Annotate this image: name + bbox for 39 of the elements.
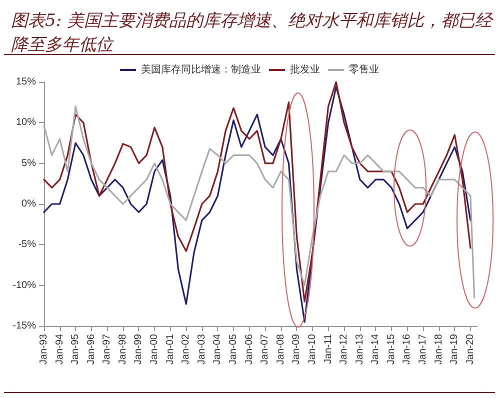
- x-tick-label: Jan-11: [322, 334, 334, 364]
- x-tick-label: Jan-04: [212, 334, 224, 365]
- y-tick-label: -10%: [12, 280, 36, 291]
- x-tick-label: Jan-17: [418, 334, 429, 365]
- x-tick-label: Jan-10: [307, 334, 318, 365]
- x-tick-label: Jan-07: [260, 334, 271, 365]
- x-tick-label: Jan-16: [402, 334, 413, 365]
- y-tick-label: 15%: [16, 76, 36, 88]
- y-tick-label: 0%: [22, 198, 36, 210]
- x-tick-label: Jan-99: [133, 334, 144, 365]
- x-tick-label: Jan-06: [244, 334, 255, 365]
- x-tick-label: Jan-00: [149, 334, 160, 365]
- legend-label: 零售业: [349, 64, 379, 76]
- x-tick-label: Jan-09: [291, 334, 302, 365]
- x-tick-label: Jan-96: [86, 334, 97, 365]
- y-tick-label: 5%: [22, 158, 36, 169]
- x-tick-label: Jan-15: [386, 334, 397, 365]
- x-tick-label: Jan-02: [180, 334, 192, 365]
- y-tick-label: -5%: [18, 239, 36, 250]
- x-tick-label: Jan-18: [433, 334, 444, 365]
- x-tick-label: Jan-01: [164, 334, 176, 365]
- x-tick-label: Jan-12: [338, 334, 350, 365]
- chart-title: 图表5: 美国主要消费品的库存增速、绝对水平和库销比，都已经降至多年低位: [11, 11, 494, 55]
- legend-label: 美国库存同比增速：制造业: [141, 64, 261, 76]
- y-tick-label: -15%: [12, 320, 36, 332]
- x-tick-label: Jan-98: [117, 334, 128, 365]
- x-tick-label: Jan-93: [38, 334, 50, 365]
- x-tick-label: Jan-95: [70, 334, 82, 365]
- x-tick-label: Jan-14: [370, 334, 382, 365]
- x-tick-label: Jan-08: [275, 334, 286, 365]
- x-tick-label: Jan-19: [449, 334, 460, 365]
- legend-label: 批发业: [290, 64, 320, 76]
- x-tick-label: Jan-05: [228, 334, 240, 365]
- x-tick-label: Jan-97: [102, 334, 113, 365]
- y-tick-label: 10%: [16, 117, 36, 128]
- x-tick-label: Jan-03: [196, 334, 208, 365]
- x-tick-label: Jan-13: [354, 334, 366, 365]
- x-tick-label: Jan-20: [464, 334, 476, 365]
- x-tick-label: Jan-94: [54, 334, 66, 365]
